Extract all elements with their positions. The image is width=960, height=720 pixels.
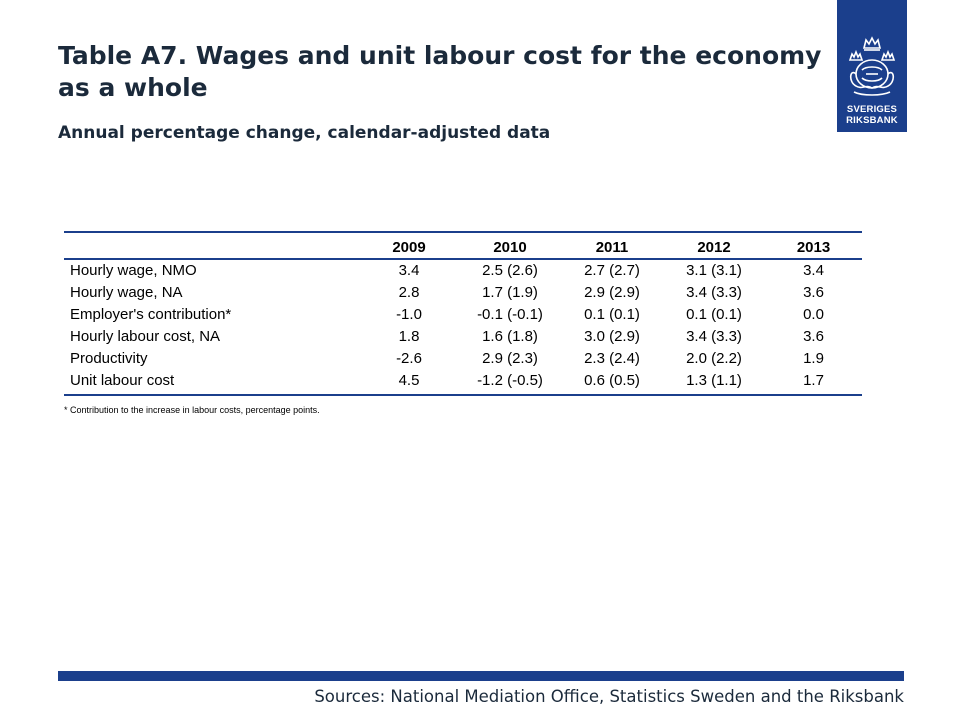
column-header (64, 231, 359, 260)
table-cell: 0.6 (0.5) (561, 370, 663, 396)
table-cell: 0.1 (0.1) (584, 306, 640, 323)
table-cell: 2.9 (2.9) (584, 284, 640, 301)
table-cell: 0.1 (0.1) (686, 306, 742, 323)
table-cell: 0.0 (803, 306, 824, 323)
table-cell: 2.3 (2.4) (584, 350, 640, 367)
table-cell: 3.6 (803, 284, 824, 301)
row-label: Hourly wage, NMO (70, 262, 197, 279)
table-cell: 3.4 (803, 262, 824, 279)
table-cell: 1.8 (398, 328, 420, 345)
column-header: 2013 (765, 231, 862, 260)
table-cell: 3.4 (3.3) (686, 284, 742, 301)
column-header: 2009 (359, 231, 459, 260)
table-cell: 2.5 (2.6) (482, 262, 538, 279)
table-row: Hourly wage, NMO 3.4 2.5 (2.6) 2.7 (2.7)… (64, 259, 862, 282)
page-title: Table A7. Wages and unit labour cost for… (58, 41, 822, 102)
table-cell: 2.0 (2.2) (686, 350, 742, 367)
table-row: Productivity -2.6 2.9 (2.3) 2.3 (2.4) 2.… (64, 348, 862, 370)
table-cell: 3.4 (3.3) (686, 328, 742, 345)
column-header: 2011 (561, 231, 663, 260)
row-label: Employer's contribution* (70, 306, 232, 323)
table-cell: 3.6 (803, 328, 824, 345)
column-header: 2012 (663, 231, 765, 260)
table-cell: 1.7 (765, 370, 862, 396)
table-row: Employer's contribution* -1.0 -0.1 (-0.1… (64, 304, 862, 326)
table-cell: 3.1 (3.1) (686, 262, 742, 279)
row-label: Hourly wage, NA (70, 284, 183, 301)
table-row: Unit labour cost 4.5 -1.2 (-0.5) 0.6 (0.… (64, 370, 862, 396)
column-header: 2010 (459, 231, 561, 260)
table-cell: 4.5 (359, 370, 459, 396)
table-cell: 2.9 (2.3) (482, 350, 538, 367)
table-row: Hourly wage, NA 2.8 1.7 (1.9) 2.9 (2.9) … (64, 282, 862, 304)
wages-table-container: 2009 2010 2011 2012 2013 Hourly wage, NM… (64, 231, 862, 396)
table-cell: -1.2 (-0.5) (459, 370, 561, 396)
table-header-row: 2009 2010 2011 2012 2013 (64, 231, 862, 260)
table-cell: 1.3 (1.1) (663, 370, 765, 396)
sources-note: Sources: National Mediation Office, Stat… (314, 687, 904, 706)
crown-emblem-icon (848, 36, 896, 96)
table-cell: -0.1 (-0.1) (477, 306, 543, 323)
wages-table: 2009 2010 2011 2012 2013 Hourly wage, NM… (64, 231, 862, 396)
footer-divider (58, 671, 904, 681)
table-cell: 1.7 (1.9) (482, 284, 538, 301)
table-cell: 1.9 (803, 350, 824, 367)
table-cell: 2.7 (2.7) (584, 262, 640, 279)
table-footnote: * Contribution to the increase in labour… (64, 405, 320, 415)
table-cell: 2.8 (398, 284, 420, 301)
riksbank-logo: SVERIGES RIKSBANK (837, 0, 907, 132)
table-row: Hourly labour cost, NA 1.8 1.6 (1.8) 3.0… (64, 326, 862, 348)
row-label: Unit labour cost (64, 370, 359, 396)
table-cell: 1.6 (1.8) (482, 328, 538, 345)
logo-text-line2: RIKSBANK (846, 115, 898, 126)
table-cell: -2.6 (396, 350, 422, 367)
table-cell: -1.0 (396, 306, 422, 323)
table-cell: 3.4 (398, 262, 420, 279)
page-subtitle: Annual percentage change, calendar-adjus… (58, 123, 551, 143)
logo-text-line1: SVERIGES (846, 104, 898, 115)
row-label: Productivity (70, 350, 148, 367)
row-label: Hourly labour cost, NA (70, 328, 221, 345)
table-cell: 3.0 (2.9) (584, 328, 640, 345)
